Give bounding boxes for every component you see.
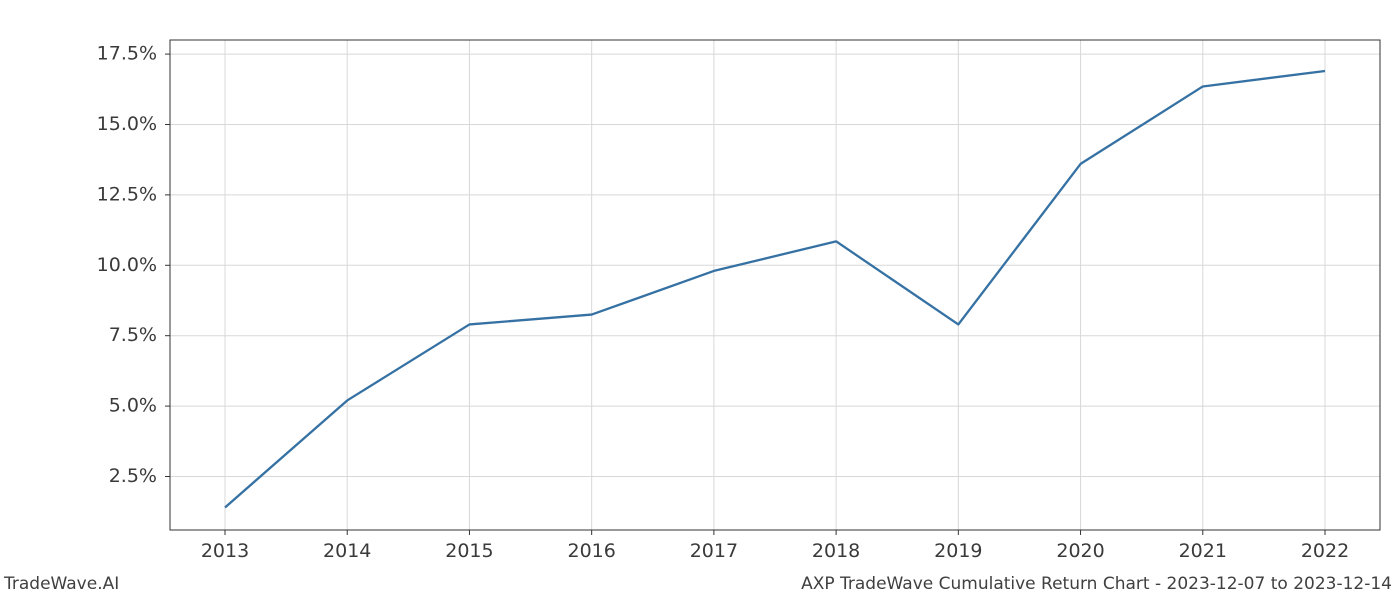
y-tick-label: 2.5% bbox=[109, 465, 157, 487]
x-tick-label: 2013 bbox=[201, 540, 249, 562]
y-tick-label: 5.0% bbox=[109, 395, 157, 417]
x-tick-label: 2021 bbox=[1179, 540, 1227, 562]
x-tick-label: 2017 bbox=[690, 540, 738, 562]
footer-left-label: TradeWave.AI bbox=[4, 574, 119, 594]
x-tick-label: 2015 bbox=[445, 540, 493, 562]
y-tick-label: 10.0% bbox=[97, 254, 157, 276]
x-tick-label: 2018 bbox=[812, 540, 860, 562]
x-tick-label: 2014 bbox=[323, 540, 371, 562]
line-chart: 2.5% 5.0% 7.5% 10.0% 12.5% 15.0% 17.5% 2013 2014… bbox=[0, 0, 1400, 600]
chart-container: 2.5% 5.0% 7.5% 10.0% 12.5% 15.0% 17.5% 2013 2014… bbox=[0, 0, 1400, 600]
x-tick-label: 2016 bbox=[567, 540, 615, 562]
x-tick-label: 2022 bbox=[1301, 540, 1349, 562]
x-tick-label: 2019 bbox=[934, 540, 982, 562]
y-tick-label: 12.5% bbox=[97, 183, 157, 205]
footer-right-label: AXP TradeWave Cumulative Return Chart - … bbox=[801, 574, 1392, 594]
y-tick-label: 15.0% bbox=[97, 113, 157, 135]
y-tick-label: 17.5% bbox=[97, 43, 157, 65]
x-tick-label: 2020 bbox=[1056, 540, 1104, 562]
y-tick-label: 7.5% bbox=[109, 324, 157, 346]
